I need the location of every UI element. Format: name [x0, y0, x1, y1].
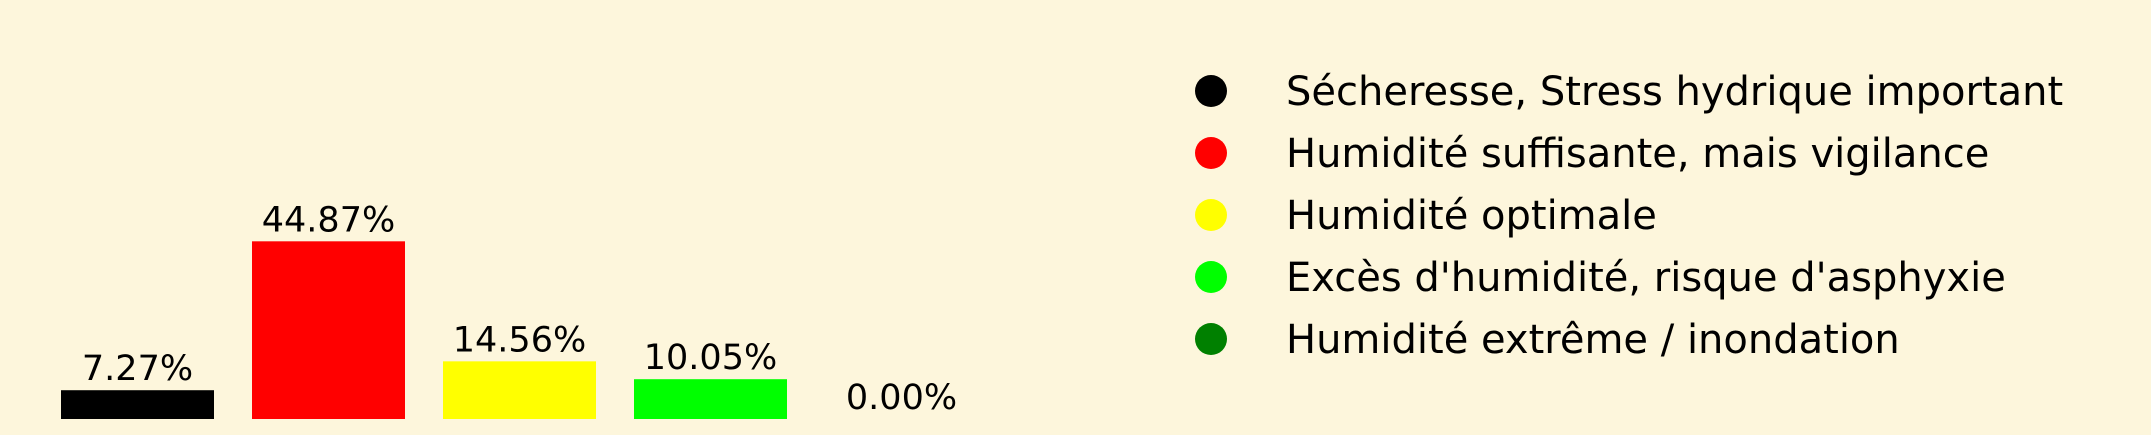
legend: Sécheresse, Stress hydrique important Hum…: [1195, 69, 2063, 363]
bars-group: [61, 241, 787, 419]
legend-label: Humidité suffisante, mais vigilance: [1286, 131, 1989, 177]
legend-entry: Excès d'humidité, risque d'asphyxie: [1195, 255, 2006, 301]
legend-label: Humidité optimale: [1286, 193, 1657, 239]
legend-entry: Sécheresse, Stress hydrique important: [1195, 69, 2063, 115]
legend-entry: Humidité extrême / inondation: [1195, 317, 1900, 363]
legend-entry: Humidité optimale: [1195, 193, 1657, 239]
bar-value-label: 14.56%: [453, 320, 586, 360]
bar-value-label: 7.27%: [82, 349, 193, 389]
bar-1: [61, 390, 214, 419]
bar-3: [443, 361, 596, 419]
bar-value-labels: 7.27% 44.87% 14.56% 10.05% 0.00%: [82, 200, 957, 418]
legend-label: Humidité extrême / inondation: [1286, 317, 1900, 363]
legend-marker: [1195, 137, 1227, 169]
bar-2: [252, 241, 405, 419]
legend-entry: Humidité suffisante, mais vigilance: [1195, 131, 1989, 177]
bar-4: [634, 379, 787, 419]
legend-marker: [1195, 323, 1227, 355]
legend-marker: [1195, 199, 1227, 231]
bar-value-label: 44.87%: [262, 200, 395, 240]
legend-label: Sécheresse, Stress hydrique important: [1286, 69, 2063, 115]
bar-value-label: 10.05%: [644, 338, 777, 378]
legend-label: Excès d'humidité, risque d'asphyxie: [1286, 255, 2006, 301]
legend-marker: [1195, 261, 1227, 293]
legend-marker: [1195, 75, 1227, 107]
bar-value-label: 0.00%: [846, 378, 957, 418]
